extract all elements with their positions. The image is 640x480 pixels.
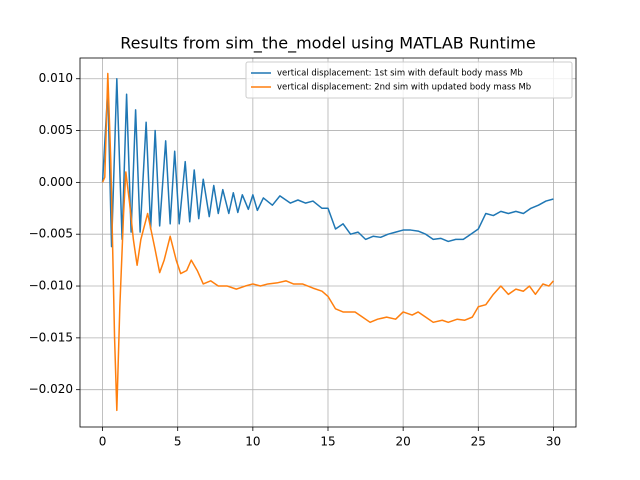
legend: vertical displacement: 1st sim with defa… [245, 61, 573, 99]
y-tick-label: −0.010 [29, 279, 73, 293]
line-series [101, 77, 554, 248]
y-tick-label: 0.000 [39, 175, 73, 189]
y-tick-label: 0.005 [39, 123, 73, 137]
x-tick-label: 5 [174, 435, 182, 449]
legend-label: vertical displacement: 1st sim with defa… [277, 69, 523, 79]
legend-box [245, 61, 573, 99]
y-tick-label: −0.020 [29, 382, 73, 396]
x-tick-label: 30 [546, 435, 561, 449]
x-tick-label: 15 [320, 435, 335, 449]
x-tick-label: 25 [471, 435, 486, 449]
chart-title: Results from sim_the_model using MATLAB … [120, 34, 535, 54]
y-tick-label: −0.015 [29, 330, 73, 344]
y-tick-label: −0.005 [29, 227, 73, 241]
y-tick-label: 0.010 [39, 71, 73, 85]
x-tick-label: 10 [245, 435, 260, 449]
x-tick-label: 0 [99, 435, 107, 449]
legend-label: vertical displacement: 2nd sim with upda… [277, 83, 531, 93]
x-tick-label: 20 [396, 435, 411, 449]
line-series [101, 72, 555, 412]
plot-frame [79, 57, 577, 428]
